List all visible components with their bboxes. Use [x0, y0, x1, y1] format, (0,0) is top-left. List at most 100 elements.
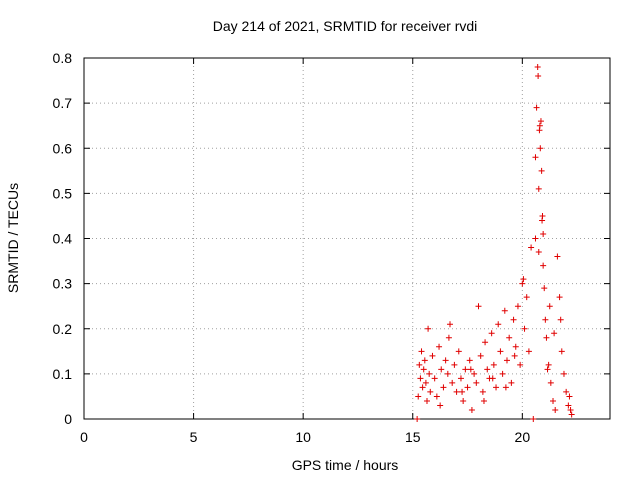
data-point: [422, 379, 429, 386]
data-point: [512, 343, 519, 350]
data-point: [506, 334, 513, 341]
y-tick-label: 0.5: [53, 185, 73, 201]
data-point: [560, 370, 567, 377]
data-point: [418, 348, 425, 355]
data-point: [545, 361, 552, 368]
data-point: [533, 104, 540, 111]
data-point: [438, 366, 445, 373]
data-point: [449, 379, 456, 386]
data-point: [477, 352, 484, 359]
data-point: [493, 384, 500, 391]
data-point: [534, 64, 541, 71]
data-point: [503, 357, 510, 364]
data-point: [521, 325, 528, 332]
data-point: [426, 370, 433, 377]
plot-frame: [83, 57, 611, 420]
chart-title: Day 214 of 2021, SRMTID for receiver rvd…: [213, 18, 478, 34]
data-point: [528, 244, 535, 251]
y-tick-label: 0.4: [53, 231, 73, 247]
data-point: [540, 262, 547, 269]
data-point: [440, 384, 447, 391]
data-point: [484, 366, 491, 373]
data-point: [414, 416, 421, 422]
data-point: [459, 388, 466, 395]
x-tick-label: 20: [515, 429, 531, 445]
data-point: [538, 167, 545, 174]
axis-ticks: 0 5 10 15 20 0 0.1 0.2 0.3 0.4 0.5 0.6 0.7 0.8: [53, 50, 610, 445]
data-point: [468, 406, 475, 413]
x-tick-label: 10: [295, 429, 311, 445]
data-point: [510, 316, 517, 323]
data-point: [523, 294, 530, 301]
data-point: [535, 185, 542, 192]
x-axis-label: GPS time / hours: [292, 457, 399, 473]
data-point: [566, 393, 573, 400]
data-point: [480, 397, 487, 404]
data-point: [421, 357, 428, 364]
data-point: [425, 325, 432, 332]
data-point: [495, 321, 502, 328]
data-point: [416, 361, 423, 368]
data-point: [460, 397, 467, 404]
data-point: [466, 357, 473, 364]
data-point: [525, 348, 532, 355]
data-point: [519, 280, 526, 287]
data-point: [502, 384, 509, 391]
data-point: [514, 303, 521, 310]
data-point: [471, 370, 478, 377]
data-point: [479, 388, 486, 395]
data-point: [499, 370, 506, 377]
data-point: [535, 249, 542, 256]
data-point: [517, 361, 524, 368]
data-point: [535, 73, 542, 80]
data-point: [444, 370, 451, 377]
data-point: [568, 411, 575, 418]
data-point: [556, 294, 563, 301]
data-point: [542, 316, 549, 323]
data-point: [537, 118, 544, 125]
data-point: [433, 393, 440, 400]
data-point: [457, 375, 464, 382]
data-point: [455, 348, 462, 355]
data-point: [431, 375, 438, 382]
y-tick-label: 0.3: [53, 276, 73, 292]
data-point: [550, 397, 557, 404]
data-point: [532, 235, 539, 242]
data-point: [473, 379, 480, 386]
data-point: [482, 339, 489, 346]
grid-lines: [84, 58, 610, 419]
data-point: [540, 230, 547, 237]
y-tick-label: 0.2: [53, 321, 73, 337]
data-point: [497, 348, 504, 355]
x-tick-label: 15: [405, 429, 421, 445]
data-point: [532, 154, 539, 161]
y-tick-label: 0.1: [53, 366, 73, 382]
data-point: [420, 366, 427, 373]
x-tick-label: 5: [190, 429, 198, 445]
data-point: [552, 406, 559, 413]
data-point: [508, 379, 515, 386]
data-point: [467, 366, 474, 373]
data-point: [415, 393, 422, 400]
data-point: [520, 276, 527, 283]
y-tick-label: 0.7: [53, 95, 73, 111]
data-point: [490, 361, 497, 368]
data-point: [547, 379, 554, 386]
data-points: [414, 64, 575, 422]
data-point: [511, 352, 518, 359]
data-point: [475, 303, 482, 310]
data-point: [488, 330, 495, 337]
data-point: [429, 352, 436, 359]
data-point: [419, 384, 426, 391]
y-tick-label: 0: [64, 411, 72, 427]
data-point: [464, 384, 471, 391]
y-tick-label: 0.8: [53, 50, 73, 66]
data-point: [563, 388, 570, 395]
data-point: [557, 316, 564, 323]
data-point: [427, 388, 434, 395]
data-point: [501, 307, 508, 314]
data-point: [544, 366, 551, 373]
x-tick-label: 0: [80, 429, 88, 445]
data-point: [536, 122, 543, 129]
